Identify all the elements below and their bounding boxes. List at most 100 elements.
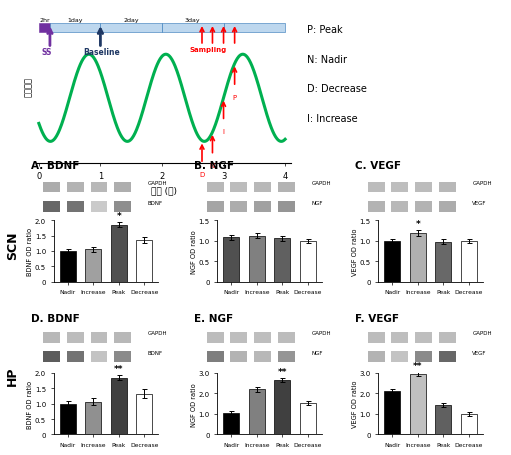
Bar [136, 241, 152, 282]
Text: E. NGF: E. NGF [194, 313, 234, 323]
Bar [274, 380, 290, 435]
Bar [67, 182, 84, 193]
Bar [415, 352, 432, 363]
Bar [391, 182, 408, 193]
Text: N: Nadir: N: Nadir [307, 55, 346, 65]
Bar [101, 24, 162, 32]
Bar [39, 24, 50, 32]
Bar [368, 352, 385, 363]
Bar [410, 374, 426, 435]
Bar [435, 243, 451, 282]
Text: I: I [223, 129, 224, 135]
Text: HP: HP [6, 366, 19, 385]
Bar [43, 202, 60, 212]
Y-axis label: BDNF OD ratio: BDNF OD ratio [28, 228, 33, 275]
Bar [249, 236, 265, 282]
Bar [274, 239, 290, 282]
Bar [384, 241, 400, 282]
Text: *: * [117, 212, 121, 220]
Bar [249, 389, 265, 435]
Text: GAPDH: GAPDH [473, 181, 492, 185]
Bar [230, 352, 247, 363]
Bar [90, 352, 107, 363]
Text: VEGF: VEGF [473, 201, 487, 206]
Bar [438, 202, 455, 212]
Bar [368, 182, 385, 193]
Bar [230, 332, 247, 343]
Bar [300, 403, 316, 435]
Bar [461, 241, 477, 282]
Text: B. NGF: B. NGF [194, 161, 234, 171]
Bar [254, 202, 271, 212]
Text: NGF: NGF [312, 351, 323, 356]
Y-axis label: NGF OD ratio: NGF OD ratio [191, 230, 197, 273]
Bar [114, 182, 131, 193]
Text: GAPDH: GAPDH [148, 181, 168, 185]
Bar [207, 332, 224, 343]
Bar [60, 404, 76, 435]
Bar [114, 332, 131, 343]
Bar [223, 413, 239, 435]
Bar [368, 202, 385, 212]
Text: A. BDNF: A. BDNF [31, 161, 79, 171]
Bar [277, 332, 294, 343]
Text: GAPDH: GAPDH [312, 181, 331, 185]
Bar [67, 202, 84, 212]
Bar [67, 352, 84, 363]
Text: D: Decrease: D: Decrease [307, 84, 366, 94]
Text: P: Peak: P: Peak [307, 25, 342, 35]
Y-axis label: VEGF OD ratio: VEGF OD ratio [352, 228, 358, 275]
Bar [223, 238, 239, 282]
Text: C. VEGF: C. VEGF [355, 161, 401, 171]
Bar [90, 202, 107, 212]
Bar [391, 332, 408, 343]
Bar [43, 332, 60, 343]
Bar [391, 202, 408, 212]
Bar [300, 241, 316, 282]
Text: *: * [415, 219, 420, 228]
Text: F. VEGF: F. VEGF [355, 313, 399, 323]
Text: Baseline: Baseline [83, 48, 120, 57]
Text: 3day: 3day [185, 17, 201, 22]
Bar [85, 402, 101, 435]
Bar [111, 225, 127, 282]
Bar [438, 182, 455, 193]
Bar [85, 250, 101, 282]
Bar [415, 182, 432, 193]
Y-axis label: VEGF OD ratio: VEGF OD ratio [352, 380, 358, 428]
Bar [90, 332, 107, 343]
Text: P: P [233, 95, 237, 101]
Bar [223, 24, 285, 32]
Bar [254, 182, 271, 193]
Bar [60, 251, 76, 282]
Bar [277, 182, 294, 193]
Text: N: N [210, 163, 215, 169]
Bar [438, 352, 455, 363]
Text: 1day: 1day [67, 17, 83, 22]
Text: BDNF: BDNF [148, 201, 163, 206]
Text: 2day: 2day [123, 17, 139, 22]
Bar [230, 182, 247, 193]
Text: **: ** [114, 364, 124, 373]
Bar [415, 202, 432, 212]
X-axis label: 시간 (일): 시간 (일) [151, 186, 176, 195]
Text: SCN: SCN [6, 232, 19, 260]
Bar [277, 352, 294, 363]
Text: D. BDNF: D. BDNF [31, 313, 79, 323]
Text: VEGF: VEGF [473, 351, 487, 356]
Bar [207, 182, 224, 193]
Bar [461, 414, 477, 435]
Bar [111, 378, 127, 435]
Text: D: D [199, 172, 204, 177]
Bar [254, 332, 271, 343]
Text: **: ** [413, 361, 423, 370]
Bar [136, 394, 152, 435]
Text: NGF: NGF [312, 201, 323, 206]
Text: BDNF: BDNF [148, 351, 163, 356]
Bar [415, 332, 432, 343]
Bar [207, 352, 224, 363]
Bar [254, 352, 271, 363]
Bar [384, 391, 400, 435]
Bar [90, 182, 107, 193]
Text: GAPDH: GAPDH [312, 331, 331, 335]
